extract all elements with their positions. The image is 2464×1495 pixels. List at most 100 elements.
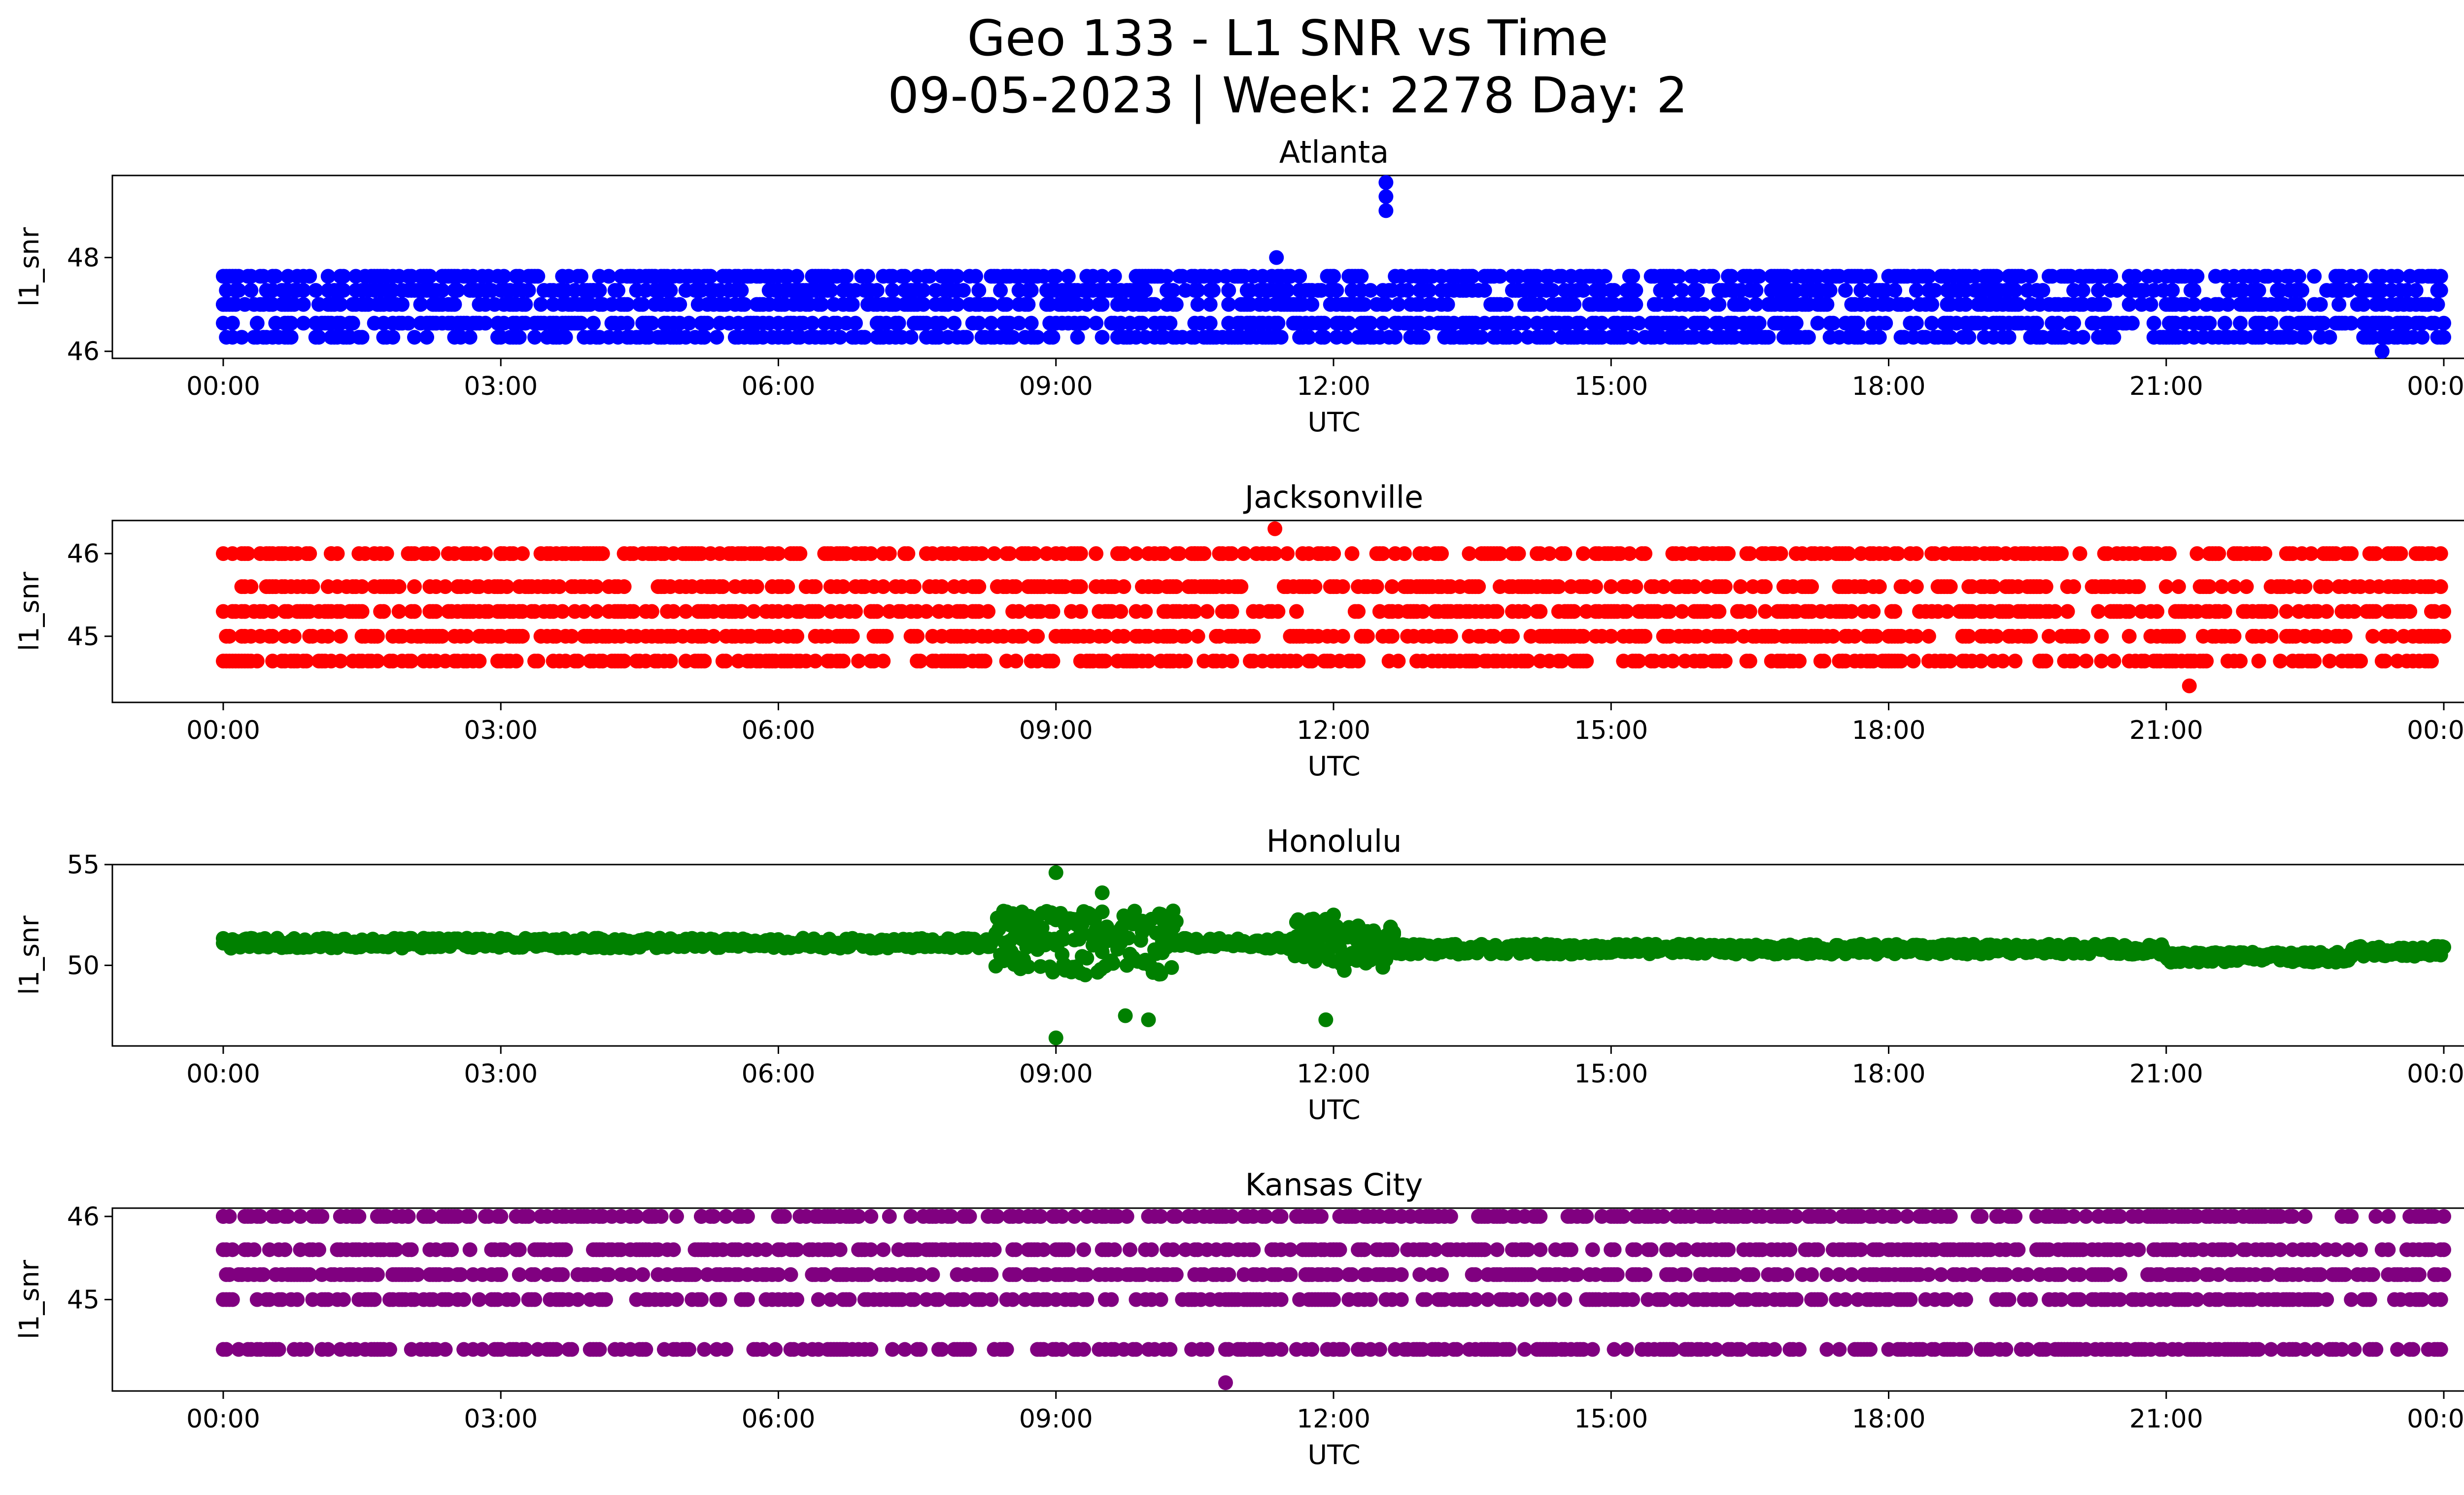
scatter-point: [1187, 938, 1202, 953]
scatter-point: [370, 628, 385, 644]
scatter-point: [1386, 925, 1402, 940]
scatter-point: [1375, 315, 1391, 331]
scatter-point: [1748, 297, 1764, 312]
scatter-point: [1872, 579, 1887, 594]
scatter-point: [2424, 654, 2439, 669]
x-tick-label: 21:00: [2129, 1059, 2203, 1089]
scatter-point: [789, 628, 805, 644]
scatter-point: [1048, 1030, 1063, 1045]
scatter-point: [1995, 654, 2011, 669]
scatter-point: [2187, 297, 2202, 312]
scatter-point: [1002, 315, 1017, 331]
y-tick-label: 50: [67, 951, 100, 980]
scatter-point: [863, 283, 879, 298]
scatter-point: [1628, 297, 1643, 312]
scatter-point: [1943, 654, 1958, 669]
scatter-point: [2220, 297, 2235, 312]
scatter-point: [1095, 297, 1110, 312]
scatter-point: [1719, 546, 1734, 561]
scatter-point: [1338, 330, 1354, 345]
x-tick-label: 18:00: [1852, 1059, 1926, 1089]
scatter-point: [1974, 654, 1989, 669]
scatter-point: [1363, 315, 1378, 331]
scatter-point: [1533, 604, 1548, 619]
scatter-point: [1719, 330, 1734, 345]
scatter-point: [407, 604, 422, 619]
scatter-point: [2402, 604, 2418, 619]
scatter-point: [1280, 283, 1295, 298]
scatter-point: [1002, 934, 1017, 949]
scatter-point: [1887, 283, 1903, 298]
scatter-point: [1545, 283, 1560, 298]
scatter-point: [808, 579, 823, 594]
scatter-point: [1138, 283, 1153, 298]
scatter-point: [1711, 297, 1727, 312]
scatter-point: [903, 330, 919, 345]
scatter-point: [2211, 546, 2226, 561]
x-tick-label: 15:00: [1574, 372, 1648, 401]
scatter-point: [1304, 297, 1320, 312]
scatter-point: [2337, 628, 2353, 644]
scatter-point: [860, 269, 875, 284]
scatter-point: [1121, 931, 1136, 946]
x-tick-label: 06:00: [742, 1404, 816, 1434]
scatter-point: [1292, 269, 1307, 284]
scatter-point: [1134, 315, 1150, 331]
scatter-point: [2158, 950, 2174, 965]
scatter-point: [2313, 297, 2328, 312]
scatter-point: [1269, 250, 1284, 265]
scatter-point: [2433, 579, 2448, 594]
scatter-point: [1705, 269, 1720, 284]
scatter-point: [1233, 269, 1249, 284]
scatter-point: [1825, 315, 1841, 331]
scatter-point: [947, 315, 962, 331]
scatter-point: [1378, 189, 1394, 204]
scatter-point: [876, 654, 891, 669]
scatter-point: [1221, 283, 1236, 298]
scatter-point: [2408, 283, 2424, 298]
scatter-point: [1187, 269, 1202, 284]
scatter-point: [1906, 654, 1921, 669]
scatter-point: [780, 579, 795, 594]
scatter-point: [1045, 654, 1061, 669]
scatter-point: [2413, 628, 2429, 644]
scatter-point: [512, 330, 527, 345]
scatter-point: [1989, 269, 2004, 284]
x-tick-label: 12:00: [1297, 1404, 1370, 1434]
scatter-point: [1418, 546, 1434, 561]
scatter-point: [1138, 604, 1153, 619]
scatter-point: [324, 546, 339, 561]
scatter-point: [2066, 297, 2081, 312]
scatter-point: [586, 546, 601, 561]
scatter-point: [1958, 297, 1973, 312]
scatter-point: [808, 654, 823, 669]
scatter-point: [268, 269, 283, 284]
scatter-point: [1835, 654, 1850, 669]
x-tick-label: 21:00: [2129, 716, 2203, 745]
scatter-point: [1089, 546, 1104, 561]
scatter-point: [515, 628, 530, 644]
scatter-point: [616, 579, 632, 594]
scatter-point: [2297, 954, 2313, 969]
scatter-point: [493, 546, 509, 561]
scatter-point: [462, 330, 478, 345]
scatter-point: [616, 654, 632, 669]
x-tick-label: 00:00: [2407, 1059, 2464, 1089]
scatter-point: [2232, 315, 2248, 331]
scatter-point: [934, 315, 950, 331]
scatter-point: [1360, 628, 1375, 644]
scatter-point: [2433, 283, 2448, 298]
scatter-point: [2217, 604, 2232, 619]
scatter-point: [2344, 315, 2359, 331]
scatter-point: [2128, 269, 2143, 284]
scatter-point: [2220, 330, 2235, 345]
scatter-point: [2251, 297, 2266, 312]
scatter-point: [879, 628, 894, 644]
scatter-point: [1492, 269, 1507, 284]
scatter-point: [354, 330, 370, 345]
x-tick-label: 15:00: [1574, 716, 1648, 745]
scatter-point: [2079, 654, 2094, 669]
scatter-point: [2094, 654, 2109, 669]
